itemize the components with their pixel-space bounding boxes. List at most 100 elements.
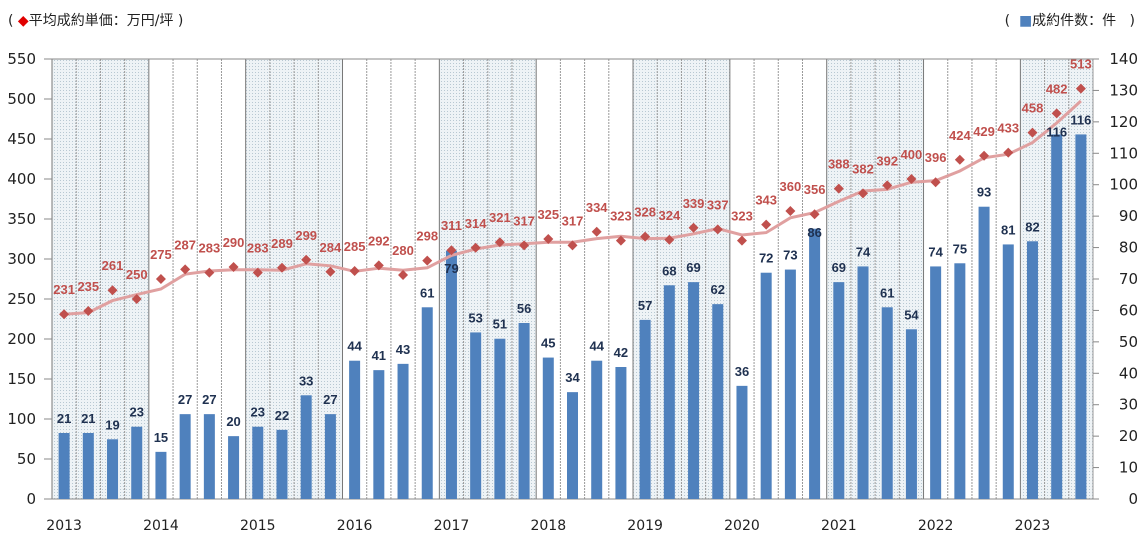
left-y-tick-label: 200 bbox=[7, 330, 36, 348]
price-point bbox=[615, 235, 626, 246]
price-value-label: 396 bbox=[925, 150, 947, 165]
price-point bbox=[301, 254, 312, 265]
bar-count bbox=[663, 285, 675, 499]
bar-value-label: 62 bbox=[711, 282, 725, 297]
price-point bbox=[688, 222, 699, 233]
x-tick-label: 2013 bbox=[46, 518, 82, 534]
price-value-label: 275 bbox=[150, 247, 172, 262]
legend-close-paren: ) bbox=[177, 13, 184, 29]
price-value-label: 343 bbox=[755, 193, 777, 208]
price-point bbox=[858, 188, 869, 199]
price-point bbox=[446, 245, 457, 256]
x-tick-label: 2021 bbox=[821, 518, 857, 534]
price-point bbox=[276, 262, 287, 273]
price-point bbox=[228, 262, 239, 272]
bar-value-label: 69 bbox=[832, 260, 846, 275]
price-value-label: 458 bbox=[1022, 101, 1044, 116]
bar-value-label: 15 bbox=[154, 430, 168, 445]
bar-value-label: 33 bbox=[299, 373, 313, 388]
bar-count bbox=[397, 363, 409, 499]
bar-value-label: 74 bbox=[928, 244, 943, 259]
right-y-tick-label: 80 bbox=[1119, 239, 1138, 257]
bar-value-label: 27 bbox=[323, 392, 337, 407]
bar-count bbox=[905, 329, 917, 499]
price-point bbox=[131, 294, 142, 304]
price-value-label: 433 bbox=[997, 121, 1019, 136]
x-tick-label: 2023 bbox=[1015, 518, 1051, 534]
price-point bbox=[494, 237, 505, 248]
legend-count: ( ■成約件数：件 ) bbox=[1005, 10, 1135, 30]
x-tick-label: 2016 bbox=[337, 518, 373, 534]
right-y-tick-label: 130 bbox=[1109, 81, 1138, 99]
bar-count bbox=[784, 269, 796, 499]
left-y-tick-label: 500 bbox=[7, 90, 36, 108]
price-point bbox=[906, 174, 917, 184]
price-point bbox=[785, 206, 796, 216]
bar-count bbox=[373, 370, 385, 499]
left-y-tick-label: 300 bbox=[7, 250, 36, 268]
price-point bbox=[640, 231, 651, 242]
bar-value-label: 53 bbox=[468, 310, 482, 325]
bar-count bbox=[760, 272, 772, 499]
bar-value-label: 69 bbox=[686, 260, 700, 275]
left-y-tick-label: 450 bbox=[7, 130, 36, 148]
x-tick-label: 2015 bbox=[240, 518, 276, 534]
bar-value-label: 116 bbox=[1046, 124, 1067, 139]
bar-value-label: 68 bbox=[662, 263, 676, 278]
bar-count bbox=[954, 263, 966, 499]
right-y-tick-label: 140 bbox=[1109, 50, 1138, 68]
right-y-tick-label: 10 bbox=[1119, 459, 1138, 477]
legend-count-label: 成約件数：件 bbox=[1032, 13, 1117, 29]
diamond-marker-icon: ◆ bbox=[17, 13, 29, 29]
price-value-label: 334 bbox=[586, 200, 608, 215]
price-point bbox=[591, 226, 602, 237]
bar-count bbox=[978, 206, 990, 499]
bar-count bbox=[445, 250, 457, 499]
right-y-tick-label: 50 bbox=[1119, 333, 1138, 351]
right-y-tick-label: 110 bbox=[1109, 144, 1138, 162]
left-y-tick-label: 0 bbox=[26, 490, 36, 508]
price-point bbox=[1051, 108, 1062, 119]
price-point bbox=[325, 266, 336, 277]
price-point bbox=[882, 180, 893, 191]
price-value-label: 289 bbox=[271, 236, 293, 251]
price-value-label: 284 bbox=[320, 240, 342, 255]
price-point bbox=[155, 274, 166, 284]
bar-value-label: 79 bbox=[444, 261, 458, 276]
bar-count bbox=[131, 426, 143, 499]
bar-value-label: 42 bbox=[614, 345, 628, 360]
price-value-label: 283 bbox=[247, 241, 269, 256]
price-value-label: 321 bbox=[489, 210, 511, 225]
bar-value-label: 61 bbox=[420, 285, 434, 300]
price-point bbox=[809, 209, 820, 220]
price-value-label: 356 bbox=[804, 182, 826, 197]
right-y-tick-label: 20 bbox=[1119, 427, 1138, 445]
bar-count bbox=[1002, 244, 1014, 499]
bar-value-label: 41 bbox=[372, 348, 386, 363]
price-value-label: 400 bbox=[901, 147, 923, 162]
price-point bbox=[1027, 127, 1038, 138]
price-value-label: 231 bbox=[53, 282, 75, 297]
bar-value-label: 43 bbox=[396, 342, 410, 357]
bar-count bbox=[688, 282, 700, 499]
bar-value-label: 36 bbox=[735, 364, 749, 379]
price-point bbox=[833, 183, 844, 194]
price-point bbox=[761, 219, 772, 230]
price-point bbox=[398, 270, 409, 280]
price-value-label: 337 bbox=[707, 197, 729, 212]
right-y-tick-label: 40 bbox=[1119, 364, 1138, 382]
price-point bbox=[422, 255, 433, 266]
bar-value-label: 73 bbox=[783, 248, 797, 263]
bar-count bbox=[639, 319, 651, 499]
bar-count bbox=[833, 282, 845, 499]
bar-count bbox=[1075, 134, 1087, 499]
bar-value-label: 93 bbox=[977, 185, 991, 200]
price-value-label: 317 bbox=[562, 213, 584, 228]
left-y-tick-label: 400 bbox=[7, 170, 36, 188]
price-point bbox=[180, 264, 191, 275]
left-y-tick-label: 550 bbox=[7, 50, 36, 68]
price-value-label: 287 bbox=[174, 237, 196, 252]
bar-count bbox=[58, 433, 70, 499]
bar-count bbox=[542, 357, 554, 499]
price-value-label: 382 bbox=[852, 161, 874, 176]
